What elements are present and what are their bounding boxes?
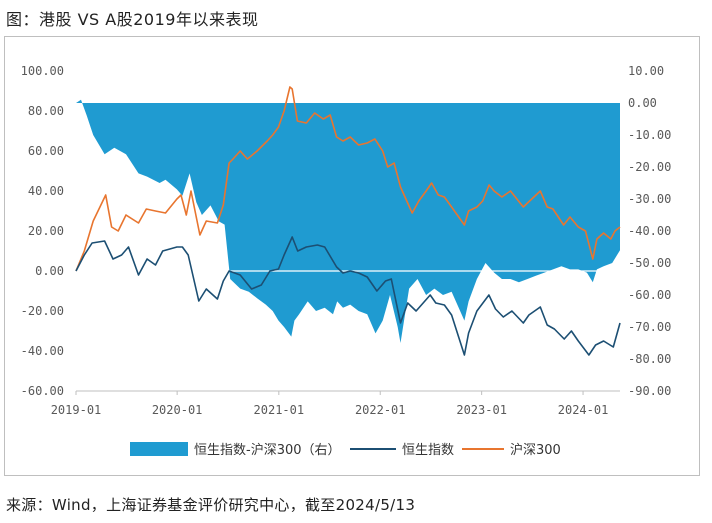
legend-swatch-area [130,442,188,456]
y-left-tick-label: -40.00 [21,344,64,358]
y-left-ticks: 100.00 80.00 60.00 40.00 20.00 0.00 -20.00 -40.… [21,64,64,398]
x-tick-label: 2021-01 [254,403,305,417]
line-csi300 [75,86,621,272]
y-right-tick-label: -90.00 [628,384,671,398]
chart-frame [4,36,700,476]
y-left-tick-label: 60.00 [28,144,64,158]
area-hsi-minus-csi [76,99,620,343]
y-right-tick-label: -60.00 [628,288,671,302]
y-right-tick-label: -10.00 [628,128,671,142]
y-right-tick-label: 10.00 [628,64,664,78]
y-right-tick-label: -50.00 [628,256,671,270]
y-right-tick-label: -30.00 [628,192,671,206]
y-right-tick-label: -40.00 [628,224,671,238]
y-right-tick-label: 0.00 [628,96,657,110]
y-left-tick-label: 80.00 [28,104,64,118]
x-tick-label: 2019-01 [51,403,102,417]
legend-label-hsi: 恒生指数 [402,443,454,458]
source-note: 来源：Wind，上海证券基金评价研究中心，截至2024/5/13 [6,496,416,514]
line-hsi [75,236,621,356]
y-left-tick-label: 40.00 [28,184,64,198]
y-left-tick-label: 0.00 [35,264,64,278]
legend-label-csi: 沪深300 [510,442,561,458]
x-tick-label: 2020-01 [152,403,203,417]
x-ticks: 2019-01 2020-01 2021-01 2022-01 2023-01 2024-… [51,390,620,417]
y-left-tick-label: 100.00 [21,64,64,78]
y-left-tick-label: 20.00 [28,224,64,238]
y-left-tick-label: -20.00 [21,304,64,318]
x-tick-label: 2024-01 [558,403,609,417]
y-right-ticks: 10.00 0.00 -10.00 -20.00 -30.00 -40.00 -50.00 -… [628,64,671,398]
x-tick-label: 2023-01 [456,403,507,417]
y-right-tick-label: -20.00 [628,160,671,174]
line-layer [75,86,621,356]
area-layer [76,99,620,343]
y-left-tick-label: -60.00 [21,384,64,398]
legend: 恒生指数-沪深300（右） 恒生指数 沪深300 [130,442,561,458]
y-right-tick-label: -80.00 [628,352,671,366]
chart-title: 图：港股 VS A股2019年以来表现 [6,10,259,29]
x-tick-label: 2022-01 [355,403,406,417]
legend-label-area: 恒生指数-沪深300（右） [194,442,341,458]
y-right-tick-label: -70.00 [628,320,671,334]
